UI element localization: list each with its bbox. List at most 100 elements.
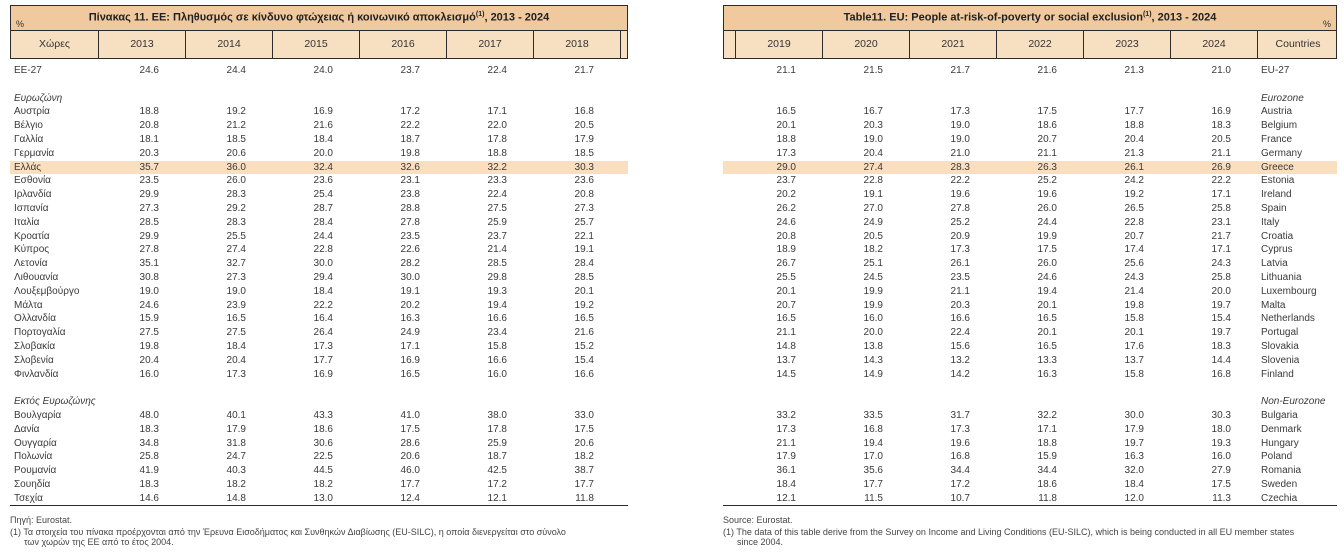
value-cell: 25.9	[487, 437, 507, 449]
value-cell: 14.8	[776, 340, 796, 352]
value-cell: 16.5	[226, 313, 246, 325]
stub-cell	[620, 312, 628, 326]
value-cell: 21.4	[1124, 285, 1144, 297]
value-cell: 19.9	[863, 285, 883, 297]
stub-cell	[723, 188, 735, 202]
footnote-marker: (1)	[1142, 11, 1152, 18]
value-cell: 20.1	[1037, 327, 1057, 339]
value-cell	[98, 92, 185, 106]
table-row: Γαλλία 18.1 18.5 18.4 18.7 17.8 17.9	[10, 133, 628, 147]
value-cell: 13.7	[1124, 354, 1144, 366]
table-row: ΕΕ-27 24.6 24.4 24.0 23.7 22.4 21.7	[10, 64, 628, 78]
value-cell: 20.2	[776, 189, 796, 201]
value-cell: 20.7	[776, 299, 796, 311]
table-row: 16.5 16.0 16.6 16.5 15.8 15.4 Netherlands	[723, 312, 1337, 326]
value-cell: 28.3	[950, 161, 970, 173]
value-cell	[272, 78, 359, 92]
footnote-text: (1) Τα στοιχεία του πίνακα προέρχονται α…	[10, 526, 566, 537]
stub-cell	[723, 450, 735, 464]
title-band: Πίνακας 11. ΕΕ: Πληθυσμός σε κίνδυνο φτώ…	[10, 5, 628, 31]
section-label: Eurozone	[1261, 92, 1304, 104]
value-cell: 10.7	[950, 492, 970, 504]
value-cell: 22.8	[1124, 216, 1144, 228]
country-name: Slovakia	[1261, 340, 1299, 352]
stub-cell	[620, 285, 628, 299]
value-cell: 18.8	[776, 133, 796, 145]
stub-cell	[723, 312, 735, 326]
country-name: Λιθουανία	[14, 271, 59, 283]
value-cell: 20.0	[313, 147, 333, 159]
stub-cell	[723, 133, 735, 147]
value-cell: 18.8	[1124, 120, 1144, 132]
country-name: Estonia	[1261, 175, 1295, 187]
value-cell: 19.4	[487, 299, 507, 311]
value-cell: 15.9	[1037, 451, 1057, 463]
table-title-years: , 2013 - 2024	[484, 11, 550, 24]
value-cell: 17.2	[950, 478, 970, 490]
stub-cell	[723, 92, 735, 106]
value-cell	[822, 92, 909, 106]
value-cell: 33.0	[574, 409, 594, 421]
table-row: 14.8 13.8 15.6 16.5 17.6 18.3 Slovakia	[723, 340, 1337, 354]
blank-row	[723, 78, 1337, 92]
value-cell: 18.8	[1037, 437, 1057, 449]
value-cell	[909, 92, 996, 106]
value-cell	[1083, 395, 1170, 409]
value-cell: 29.2	[226, 202, 246, 214]
value-cell: 38.0	[487, 409, 507, 421]
stub-cell	[620, 395, 628, 409]
table-row: 20.1 20.3 19.0 18.6 18.8 18.3 Belgium	[723, 119, 1337, 133]
table-row: Λουξεμβούργο 19.0 19.0 18.4 19.1 19.3 20.1	[10, 285, 628, 299]
value-cell: 27.8	[400, 216, 420, 228]
value-cell: 27.8	[139, 244, 159, 256]
value-cell: 23.7	[487, 230, 507, 242]
value-cell: 35.7	[139, 161, 159, 173]
value-cell	[822, 381, 909, 395]
value-cell: 17.4	[1124, 244, 1144, 256]
stub-cell	[620, 368, 628, 382]
value-cell: 20.6	[574, 437, 594, 449]
section-label: Ευρωζώνη	[14, 92, 63, 104]
value-cell: 16.0	[1211, 451, 1231, 463]
table-row: 26.7 25.1 26.1 26.0 25.6 24.3 Latvia	[723, 257, 1337, 271]
stub-cell	[723, 216, 735, 230]
value-cell: 16.6	[950, 313, 970, 325]
value-cell: 27.3	[226, 271, 246, 283]
stub-cell	[620, 381, 628, 395]
value-cell	[822, 78, 909, 92]
value-cell: 20.8	[139, 120, 159, 132]
table-row: Ιρλανδία 29.9 28.3 25.4 23.8 22.4 20.8	[10, 188, 628, 202]
value-cell: 18.1	[139, 133, 159, 145]
country-name: Ιταλία	[14, 216, 40, 228]
value-cell: 11.8	[1038, 492, 1057, 504]
value-cell: 36.0	[226, 161, 246, 173]
value-cell: 22.0	[487, 120, 507, 132]
value-cell: 18.3	[1211, 340, 1231, 352]
value-cell: 26.0	[226, 175, 246, 187]
value-cell	[996, 78, 1083, 92]
value-cell: 17.1	[1211, 189, 1231, 201]
value-cell: 20.1	[574, 285, 594, 297]
value-cell: 22.1	[574, 230, 594, 242]
value-cell	[533, 381, 620, 395]
value-cell: 23.1	[1211, 216, 1231, 228]
value-cell	[359, 395, 446, 409]
value-cell: 19.3	[487, 285, 507, 297]
country-name: Italy	[1261, 216, 1280, 228]
value-cell: 22.6	[400, 244, 420, 256]
value-cell	[909, 381, 996, 395]
stub-cell	[723, 478, 735, 492]
value-cell: 26.2	[776, 202, 796, 214]
value-cell: 17.3	[226, 368, 246, 380]
stub-cell	[620, 340, 628, 354]
value-cell: 19.4	[863, 437, 883, 449]
country-name: Κύπρος	[14, 244, 50, 256]
value-cell: 17.7	[863, 478, 883, 490]
value-cell: 28.4	[313, 216, 333, 228]
value-cell: 31.8	[226, 437, 246, 449]
value-cell: 17.3	[950, 244, 970, 256]
table-row: Τσεχία 14.6 14.8 13.0 12.4 12.1 11.8	[10, 492, 628, 506]
section-row: Eurozone	[723, 92, 1337, 106]
table-row: Πορτογαλία 27.5 27.5 26.4 24.9 23.4 21.6	[10, 326, 628, 340]
value-cell: 24.3	[1211, 258, 1231, 270]
